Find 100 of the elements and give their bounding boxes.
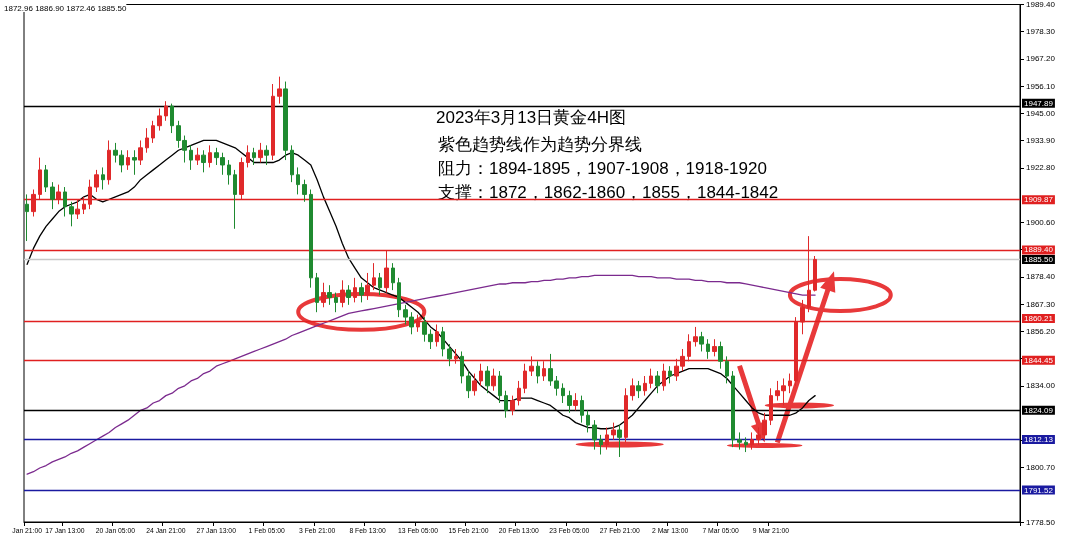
candlestick bbox=[397, 277, 401, 318]
candlestick bbox=[586, 409, 590, 433]
candlestick bbox=[132, 149, 137, 176]
candlestick bbox=[94, 169, 99, 193]
candlestick bbox=[498, 370, 502, 404]
candlestick bbox=[365, 272, 370, 301]
candlestick bbox=[138, 139, 143, 166]
candlestick bbox=[145, 127, 149, 154]
ref-line-label: 1885.50 bbox=[1024, 254, 1054, 264]
y-tick-label: 1933.90 bbox=[1026, 136, 1056, 146]
y-tick-label: 1922.80 bbox=[1026, 163, 1056, 173]
candlestick bbox=[813, 255, 817, 292]
candlestick bbox=[271, 83, 275, 161]
candlestick bbox=[491, 368, 496, 392]
candlestick bbox=[649, 368, 653, 389]
candlestick bbox=[624, 387, 628, 443]
candlestick bbox=[693, 326, 698, 348]
candlestick bbox=[592, 419, 597, 451]
candlestick bbox=[573, 392, 578, 411]
y-tick-label: 1834.00 bbox=[1026, 381, 1056, 391]
candlestick bbox=[630, 377, 635, 402]
y-tick-label: 1978.30 bbox=[1026, 27, 1056, 37]
candlestick bbox=[643, 375, 647, 397]
candlestick bbox=[334, 292, 338, 313]
candlestick bbox=[510, 395, 515, 416]
candlestick bbox=[460, 350, 464, 384]
candlestick bbox=[346, 284, 351, 306]
candlestick bbox=[372, 262, 376, 291]
candlestick bbox=[466, 370, 471, 399]
candlestick bbox=[599, 434, 603, 456]
candlestick bbox=[788, 373, 792, 394]
candlestick bbox=[25, 193, 29, 242]
candlestick bbox=[737, 431, 742, 451]
candlestick bbox=[447, 343, 452, 367]
candlestick bbox=[233, 169, 237, 230]
candlestick bbox=[107, 139, 111, 186]
candlestick bbox=[567, 390, 572, 414]
y-tick-label: 1900.60 bbox=[1026, 217, 1056, 227]
candlestick bbox=[63, 186, 67, 218]
candlestick bbox=[302, 179, 307, 203]
candlestick bbox=[561, 382, 565, 404]
candlestick bbox=[706, 338, 710, 360]
candlestick bbox=[731, 370, 735, 448]
y-tick-label: 1956.10 bbox=[1026, 81, 1056, 91]
candlestick bbox=[252, 147, 256, 166]
y-tick-label: 1989.40 bbox=[1026, 0, 1056, 9]
candlestick bbox=[258, 142, 263, 164]
candlestick bbox=[359, 282, 364, 303]
annotation: 紫色趋势线作为趋势分界线 bbox=[438, 135, 642, 154]
ref-line-label: 1791.52 bbox=[1024, 485, 1054, 495]
candlestick bbox=[246, 144, 250, 168]
candlestick bbox=[435, 323, 439, 348]
text: 2023年3月13日黄金4H图 bbox=[436, 108, 626, 127]
candlestick bbox=[655, 370, 660, 394]
candlestick bbox=[750, 431, 754, 451]
candlestick bbox=[744, 436, 748, 453]
candlestick bbox=[189, 144, 193, 171]
ref-line-label: 1844.45 bbox=[1024, 355, 1054, 365]
candlestick bbox=[50, 181, 55, 210]
annotation: 阻力：1894-1895，1907-1908，1918-1920 bbox=[438, 159, 767, 178]
candlestick bbox=[101, 166, 105, 191]
candlestick bbox=[517, 380, 521, 406]
annotation: 1872.96 1886.90 1872.46 1885.50 bbox=[4, 3, 127, 13]
y-tick-label: 1856.20 bbox=[1026, 326, 1056, 336]
candlestick bbox=[769, 387, 773, 426]
candlestick bbox=[201, 149, 206, 173]
candlestick bbox=[662, 363, 666, 392]
candlestick bbox=[699, 331, 704, 352]
y-tick-label: 1878.40 bbox=[1026, 272, 1056, 282]
candlestick bbox=[126, 149, 130, 171]
candlestick bbox=[69, 201, 74, 227]
candlestick bbox=[712, 338, 717, 357]
candlestick bbox=[617, 424, 622, 458]
candlestick bbox=[315, 272, 319, 313]
candlestick bbox=[44, 164, 48, 193]
ref-line-label: 1812.13 bbox=[1024, 434, 1054, 444]
candlestick bbox=[170, 103, 174, 134]
y-tick-label: 1800.70 bbox=[1026, 463, 1056, 473]
candlestick bbox=[321, 282, 326, 308]
candlestick bbox=[378, 272, 382, 296]
candlestick bbox=[718, 341, 723, 370]
ref-line-label: 1947.89 bbox=[1024, 98, 1054, 108]
candlestick bbox=[208, 144, 212, 168]
candlestick bbox=[391, 262, 395, 291]
candlestick bbox=[504, 390, 508, 419]
y-tick-label: 1778.50 bbox=[1026, 517, 1056, 527]
y-tick-label: 1945.00 bbox=[1026, 108, 1056, 118]
candlestick bbox=[309, 189, 313, 289]
candlestick bbox=[151, 120, 155, 144]
candlestick bbox=[195, 147, 200, 166]
y-tick-label: 1967.20 bbox=[1026, 54, 1056, 64]
candlestick bbox=[327, 284, 332, 306]
candlestick bbox=[264, 144, 269, 166]
candlestick bbox=[164, 100, 168, 122]
ref-line-label: 1860.21 bbox=[1024, 314, 1054, 323]
candlestick bbox=[485, 365, 490, 394]
candlestick bbox=[472, 373, 477, 397]
candlestick bbox=[668, 365, 672, 384]
candlestick bbox=[157, 108, 162, 132]
candlestick bbox=[605, 427, 609, 451]
